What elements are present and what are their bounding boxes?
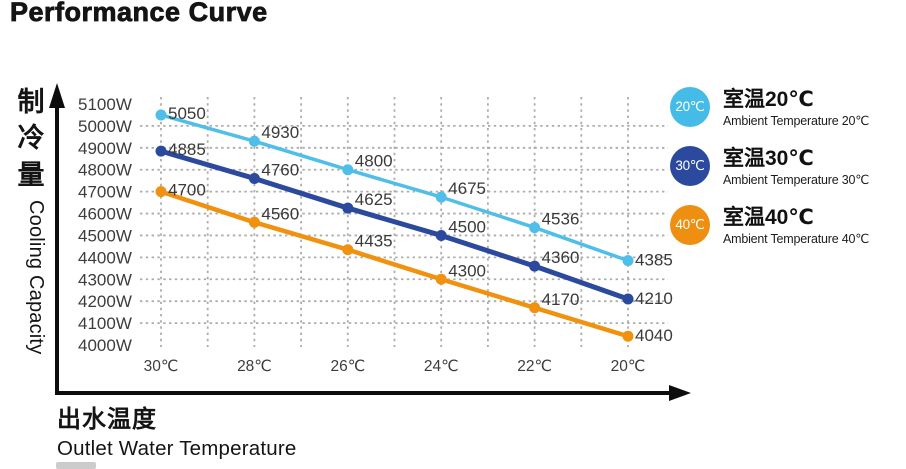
legend-badge-40c-icon: 40℃ xyxy=(670,205,710,245)
y-tick-label: 5100W xyxy=(78,95,132,114)
legend-subtitle: Ambient Temperature 30℃ xyxy=(723,173,870,188)
legend-title: 室温40℃ xyxy=(723,206,814,229)
y-tick-label: 4900W xyxy=(78,139,132,158)
y-tick-label: 4800W xyxy=(78,161,132,180)
data-point xyxy=(248,135,260,147)
data-point xyxy=(529,302,541,314)
y-axis-arrow-icon xyxy=(49,83,65,108)
data-point xyxy=(622,255,634,267)
page-title: Performance Curve xyxy=(10,0,268,27)
data-point xyxy=(435,229,447,241)
x-axis-arrow-icon xyxy=(669,385,691,401)
legend-badge-20c-icon: 20℃ xyxy=(670,87,710,127)
data-point xyxy=(529,260,541,272)
legend-texts: 室温40℃ Ambient Temperature 40℃ xyxy=(723,205,869,246)
data-point-label: 4625 xyxy=(355,190,393,209)
data-point xyxy=(155,109,167,121)
x-tick-label: 24℃ xyxy=(424,358,459,375)
data-point-label: 4040 xyxy=(635,326,673,345)
data-point-label: 4930 xyxy=(261,123,299,142)
legend-badge-30c-icon: 30℃ xyxy=(670,146,710,186)
x-tick-label: 22℃ xyxy=(517,358,552,375)
x-tick-label: 28℃ xyxy=(237,358,272,375)
y-tick-label: 5000W xyxy=(78,117,132,136)
series-line xyxy=(159,113,630,263)
legend-title: 室温20℃ xyxy=(723,88,814,111)
legend-item-ambient-20: 20℃ 室温20℃ Ambient Temperature 20℃ xyxy=(670,87,902,128)
legend-subtitle: Ambient Temperature 20℃ xyxy=(723,114,870,129)
data-point-label: 4700 xyxy=(168,181,206,200)
y-tick-label: 4600W xyxy=(78,205,132,224)
legend-texts: 室温30℃ Ambient Temperature 30℃ xyxy=(723,146,869,187)
series-line xyxy=(158,148,631,302)
x-tick-label: 26℃ xyxy=(330,358,365,375)
data-point-label: 4800 xyxy=(355,152,393,171)
data-point xyxy=(155,186,167,198)
data-point-label: 4435 xyxy=(355,232,393,251)
x-tick-label: 30℃ xyxy=(144,358,179,375)
x-axis-title: 出水温度 Outlet Water Temperature xyxy=(57,399,297,461)
legend-title: 室温30℃ xyxy=(723,147,814,170)
x-axis-title-english: Outlet Water Temperature xyxy=(57,437,297,460)
legend-subtitle: Ambient Temperature 40℃ xyxy=(723,232,870,247)
y-tick-label: 4500W xyxy=(78,226,132,245)
data-point-label: 4675 xyxy=(448,179,486,198)
data-point-label: 4560 xyxy=(261,204,299,223)
legend: 20℃ 室温20℃ Ambient Temperature 20℃ 30℃ 室温… xyxy=(670,87,902,264)
y-tick-label: 4000W xyxy=(78,336,132,355)
data-point xyxy=(622,293,634,305)
data-point-label: 4360 xyxy=(542,248,580,267)
y-tick-label: 4400W xyxy=(78,248,132,267)
data-point-label: 4170 xyxy=(542,290,580,309)
data-point-label: 4500 xyxy=(448,217,486,236)
legend-item-ambient-30: 30℃ 室温30℃ Ambient Temperature 30℃ xyxy=(670,146,902,187)
cropped-edge-artifact xyxy=(56,462,96,469)
data-point xyxy=(248,172,260,184)
x-tick-label: 20℃ xyxy=(611,358,646,375)
data-point xyxy=(155,145,167,157)
legend-texts: 室温20℃ Ambient Temperature 20℃ xyxy=(723,87,869,128)
data-point-label: 5050 xyxy=(168,104,206,123)
data-point xyxy=(622,330,634,342)
y-tick-label: 4700W xyxy=(78,183,132,202)
data-point-label: 4300 xyxy=(448,261,486,280)
y-tick-label: 4200W xyxy=(78,292,132,311)
data-point xyxy=(342,244,354,256)
data-point-label: 4210 xyxy=(635,289,673,308)
data-point-label: 4885 xyxy=(168,140,206,159)
data-point xyxy=(435,191,447,203)
y-tick-label: 4100W xyxy=(78,314,132,333)
data-point-label: 4536 xyxy=(542,210,580,229)
data-point xyxy=(248,216,260,228)
data-point xyxy=(529,222,541,234)
y-axis-title-chinese: 制冷量 xyxy=(17,87,45,190)
data-point-label: 4385 xyxy=(635,251,673,270)
data-point xyxy=(435,273,447,285)
data-point xyxy=(342,164,354,176)
series-line xyxy=(158,189,631,339)
data-point xyxy=(342,202,354,214)
data-point-label: 4760 xyxy=(261,160,299,179)
x-axis-title-chinese: 出水温度 xyxy=(57,406,157,433)
y-tick-label: 4300W xyxy=(78,270,132,289)
legend-item-ambient-40: 40℃ 室温40℃ Ambient Temperature 40℃ xyxy=(670,205,902,246)
